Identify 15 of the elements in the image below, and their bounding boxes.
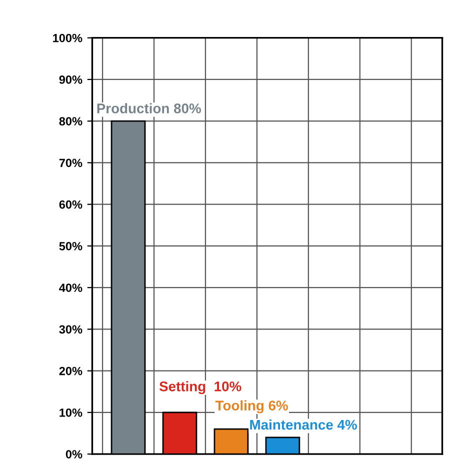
- y-tick-label: 90%: [59, 76, 82, 84]
- y-tick-label: 80%: [59, 117, 82, 126]
- data-label: Setting 10%: [159, 381, 242, 394]
- y-tick-label: 40%: [59, 284, 82, 292]
- y-tick-label: 30%: [59, 325, 82, 334]
- data-label: Tooling 6%: [215, 400, 288, 414]
- y-tick-label: 70%: [59, 158, 82, 168]
- y-tick-label: 20%: [59, 366, 82, 376]
- y-tick-label: 50%: [59, 242, 82, 250]
- data-label: Maintenance 4%: [250, 419, 357, 430]
- y-tick-label: 0%: [66, 450, 82, 458]
- y-tick-label: 60%: [59, 200, 82, 209]
- y-tick-label: 10%: [60, 408, 82, 417]
- data-label: Production 80%: [97, 103, 201, 114]
- y-tick-label: 100%: [53, 34, 82, 42]
